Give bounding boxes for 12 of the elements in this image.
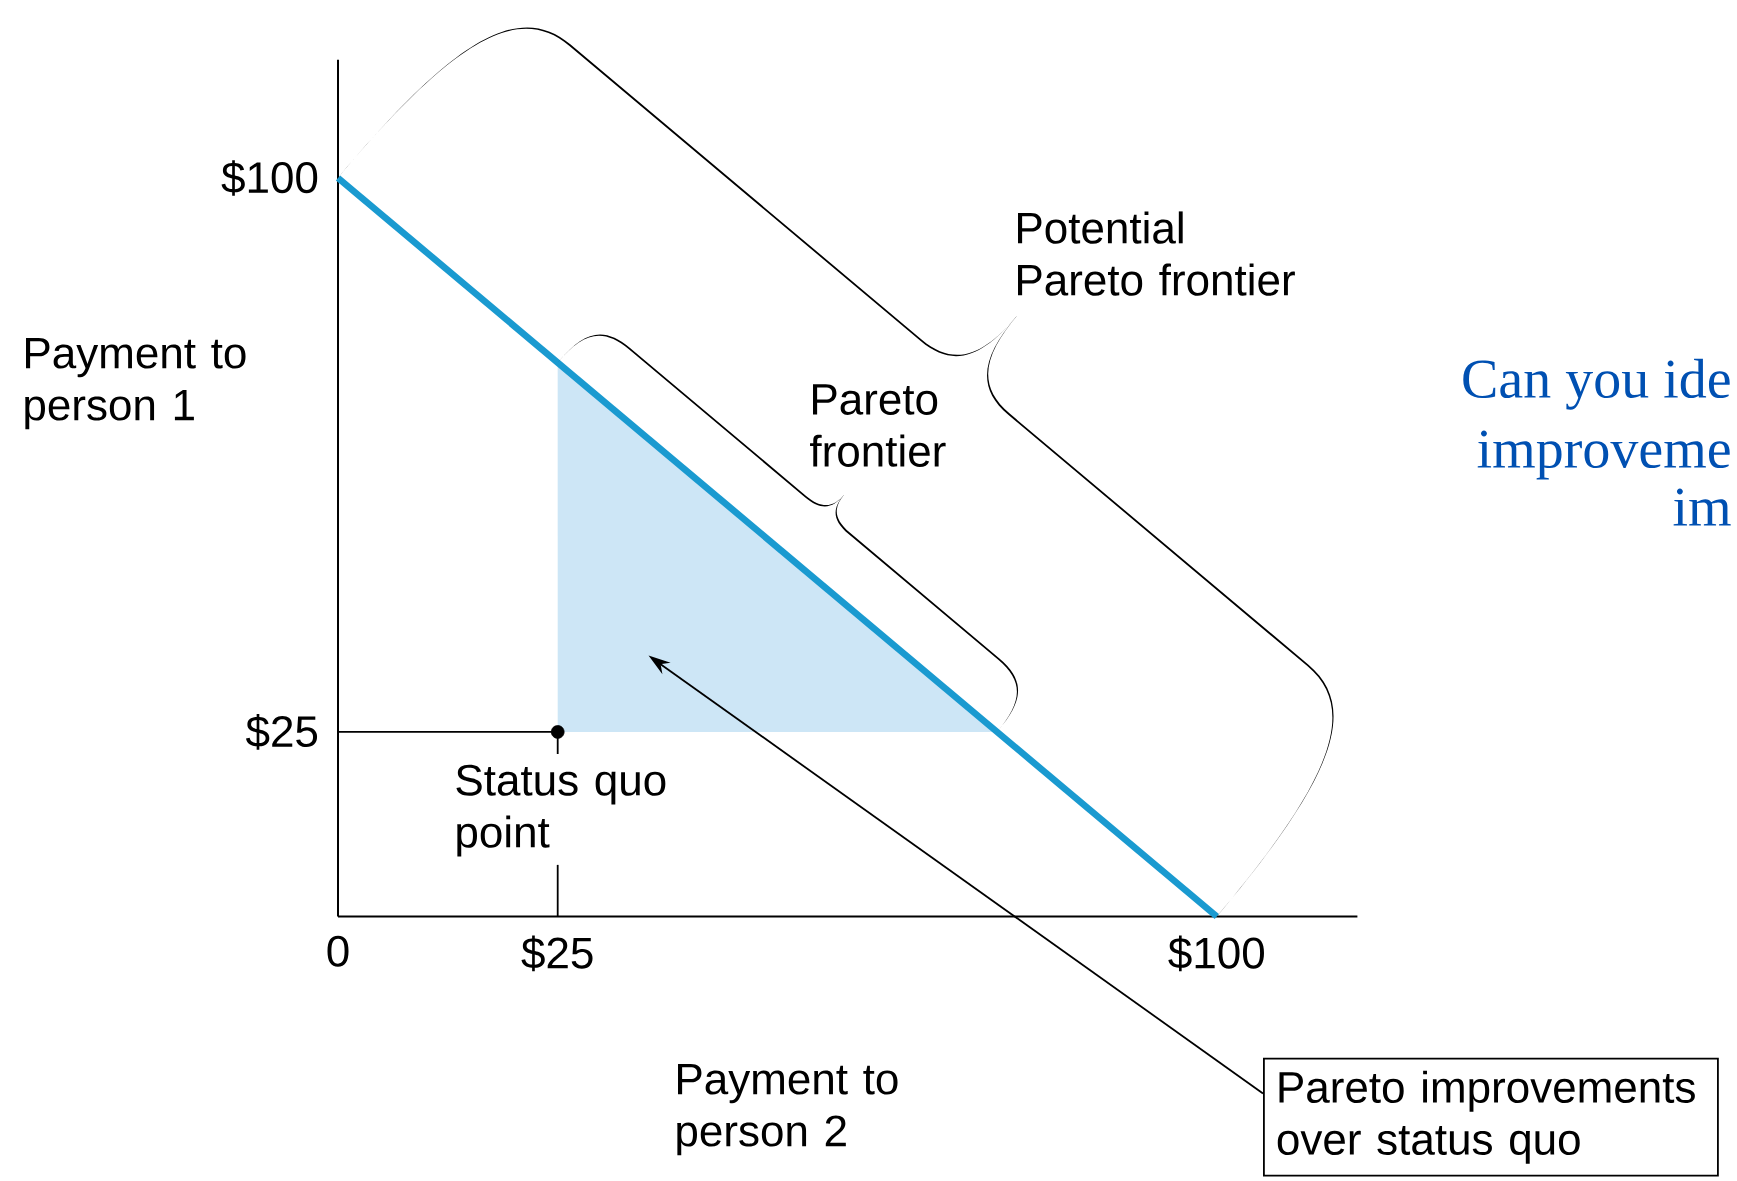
x-tick-label: $25 bbox=[521, 935, 593, 972]
y-axis-title: Payment to person 1 bbox=[25, 338, 246, 430]
text: Pareto improvements over status quo bbox=[1277, 1070, 1695, 1164]
annotation: Potential Pareto frontier bbox=[1018, 211, 1295, 296]
text: Can you ide bbox=[1463, 358, 1730, 410]
annotation: Status quo point bbox=[456, 764, 666, 857]
text: improveme bbox=[1477, 430, 1730, 480]
x-tick-label: $100 bbox=[1168, 935, 1264, 972]
text: im bbox=[1673, 488, 1731, 526]
x-tick-label: 0 bbox=[327, 935, 349, 968]
x-axis-title: Payment to person 2 bbox=[677, 1064, 898, 1156]
annotation: Pareto frontier bbox=[810, 384, 946, 468]
